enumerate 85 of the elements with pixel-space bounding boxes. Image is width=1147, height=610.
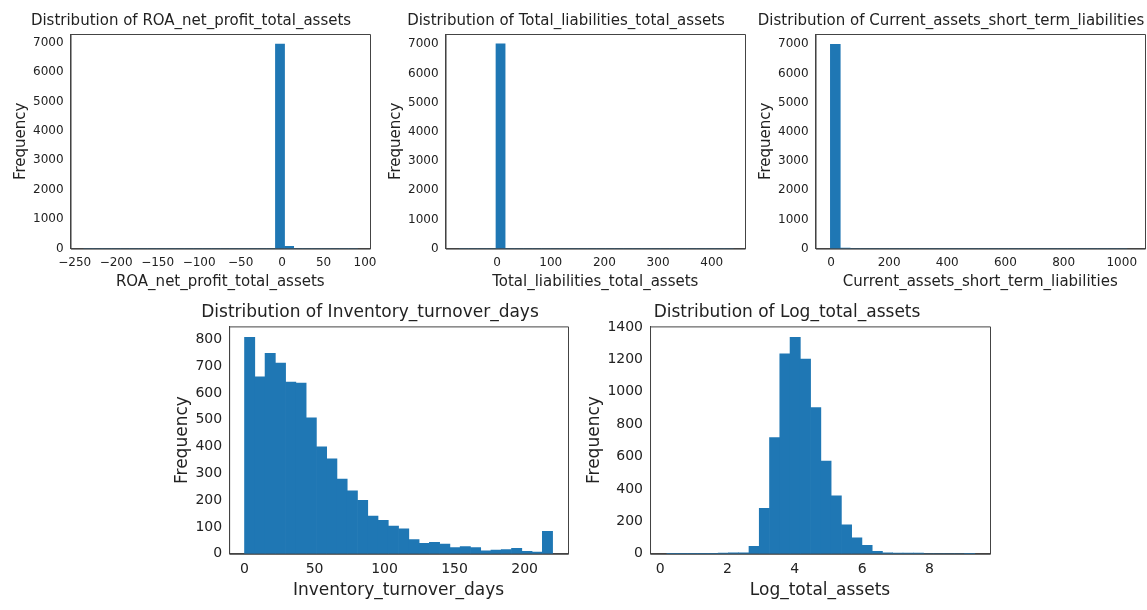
y-tick-label: 7000 xyxy=(32,34,64,49)
y-axis-title: Frequency xyxy=(10,102,29,181)
chart-title: Distribution of ROA_net_profit_total_assets xyxy=(30,10,352,30)
y-tick-label: 700 xyxy=(195,356,223,373)
y-tick-label: 3000 xyxy=(777,153,809,168)
x-tick-label: −100 xyxy=(182,254,216,269)
y-tick-label: 5000 xyxy=(32,93,64,108)
y-tick-label: 4000 xyxy=(407,123,439,138)
x-axis-title: Total_liabilities_total_assets xyxy=(491,271,699,291)
y-tick-label: 5000 xyxy=(407,94,439,109)
y-tick-label: 1000 xyxy=(607,382,644,399)
y-tick-label: 2000 xyxy=(407,182,439,197)
y-tick-label: 200 xyxy=(195,490,223,507)
x-tick-label: 200 xyxy=(877,254,901,269)
x-tick-label: 0 xyxy=(827,254,835,269)
y-tick-label: 1000 xyxy=(32,211,64,226)
x-tick-label: 600 xyxy=(993,254,1017,269)
y-tick-label: 7000 xyxy=(777,36,809,51)
y-tick-label: 2000 xyxy=(777,182,809,197)
y-tick-label: 2000 xyxy=(32,181,64,196)
x-tick-label: 200 xyxy=(511,559,538,576)
x-tick-label: 0 xyxy=(655,559,665,576)
y-axis-title: Frequency xyxy=(170,396,191,485)
x-tick-label: 300 xyxy=(646,254,670,269)
y-axis-title: Frequency xyxy=(385,102,404,181)
y-tick-label: 6000 xyxy=(32,64,64,79)
y-tick-label: 800 xyxy=(195,329,223,346)
x-tick-label: 8 xyxy=(924,559,934,576)
x-tick-label: −150 xyxy=(141,254,175,269)
y-tick-label: 400 xyxy=(616,479,644,496)
x-tick-label: 50 xyxy=(305,559,324,576)
x-tick-label: 400 xyxy=(935,254,959,269)
y-tick-label: 300 xyxy=(195,463,223,480)
x-tick-label: 800 xyxy=(1052,254,1076,269)
x-tick-label: 100 xyxy=(353,254,377,269)
y-tick-label: 0 xyxy=(430,240,439,255)
y-tick-label: 4000 xyxy=(32,122,64,137)
chart-title: Distribution of Log_total_assets xyxy=(653,300,921,322)
x-tick-label: 0 xyxy=(278,254,286,269)
x-tick-label: 200 xyxy=(592,254,616,269)
x-tick-label: 50 xyxy=(315,254,332,269)
x-tick-label: 100 xyxy=(539,254,563,269)
y-tick-label: 3000 xyxy=(407,153,439,168)
y-tick-label: 0 xyxy=(634,544,644,561)
x-tick-label: 2 xyxy=(722,559,732,576)
y-axis-title: Frequency xyxy=(755,102,774,181)
x-tick-label: 1000 xyxy=(1106,254,1138,269)
chart-title: Distribution of Inventory_turnover_days xyxy=(201,300,539,322)
y-tick-label: 800 xyxy=(616,414,644,431)
x-tick-label: 150 xyxy=(441,559,468,576)
y-tick-label: 4000 xyxy=(777,123,809,138)
x-tick-label: −200 xyxy=(99,254,133,269)
y-tick-label: 5000 xyxy=(777,94,809,109)
y-tick-label: 100 xyxy=(195,517,223,534)
x-tick-label: 0 xyxy=(240,559,249,576)
y-tick-label: 0 xyxy=(800,240,809,255)
y-tick-label: 6000 xyxy=(777,65,809,80)
y-tick-label: 7000 xyxy=(407,36,439,51)
y-tick-label: 0 xyxy=(55,240,64,255)
x-tick-label: 4 xyxy=(790,559,800,576)
y-tick-label: 600 xyxy=(195,383,223,400)
y-tick-label: 3000 xyxy=(32,152,64,167)
y-tick-label: 1400 xyxy=(607,317,644,334)
x-tick-label: 6 xyxy=(857,559,867,576)
y-tick-label: 600 xyxy=(616,447,644,464)
y-tick-label: 500 xyxy=(195,410,223,427)
chart-title: Distribution of Total_liabilities_total_assets xyxy=(407,10,726,30)
y-tick-label: 400 xyxy=(195,437,223,454)
y-tick-label: 200 xyxy=(616,512,644,529)
y-tick-label: 1000 xyxy=(777,211,809,226)
x-axis-title: ROA_net_profit_total_assets xyxy=(115,271,325,291)
x-axis-title: Inventory_turnover_days xyxy=(292,579,505,601)
chart-title: Distribution of Current_assets_short_term_liabilities xyxy=(757,10,1145,30)
x-tick-label: −250 xyxy=(58,254,92,269)
x-tick-label: 100 xyxy=(371,559,398,576)
x-tick-label: 0 xyxy=(493,254,501,269)
x-tick-label: 400 xyxy=(700,254,724,269)
y-tick-label: 1000 xyxy=(407,211,439,226)
x-axis-title: Log_total_assets xyxy=(749,579,891,601)
y-axis-title: Frequency xyxy=(582,396,603,485)
y-tick-label: 0 xyxy=(213,544,223,561)
x-tick-label: −50 xyxy=(227,254,254,269)
y-tick-label: 6000 xyxy=(407,65,439,80)
x-axis-title: Current_assets_short_term_liabilities xyxy=(842,271,1118,291)
y-tick-label: 1200 xyxy=(607,350,644,367)
